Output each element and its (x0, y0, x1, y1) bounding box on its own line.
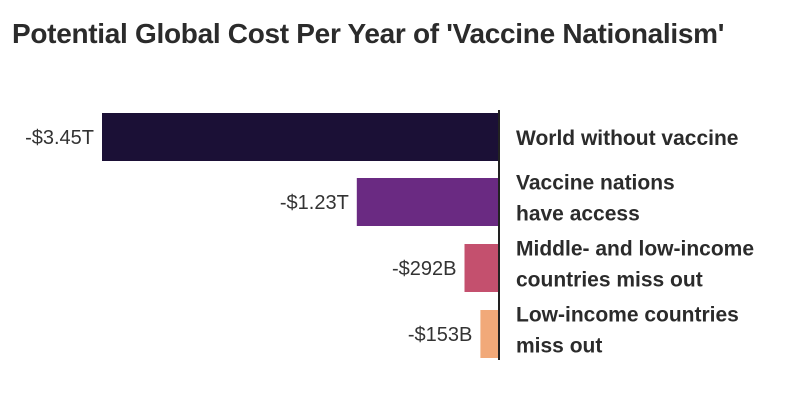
bar-3 (464, 244, 498, 292)
bar-4 (480, 310, 498, 358)
bar-1 (102, 113, 498, 161)
category-label-4: Low-income countries miss out (516, 304, 739, 358)
data-label-2: -$1.23T (280, 192, 349, 214)
category-label-2: Vaccine nations have access (516, 172, 675, 226)
data-label-4: -$153B (408, 324, 473, 346)
category-label-1: World without vaccine (516, 127, 738, 150)
data-label-1: -$3.45T (25, 127, 94, 149)
category-label-3: Middle- and low-income countries miss out (516, 238, 754, 292)
bar-2 (356, 178, 498, 226)
data-label-3: -$292B (392, 258, 457, 280)
chart-title: Potential Global Cost Per Year of 'Vacci… (12, 18, 725, 49)
